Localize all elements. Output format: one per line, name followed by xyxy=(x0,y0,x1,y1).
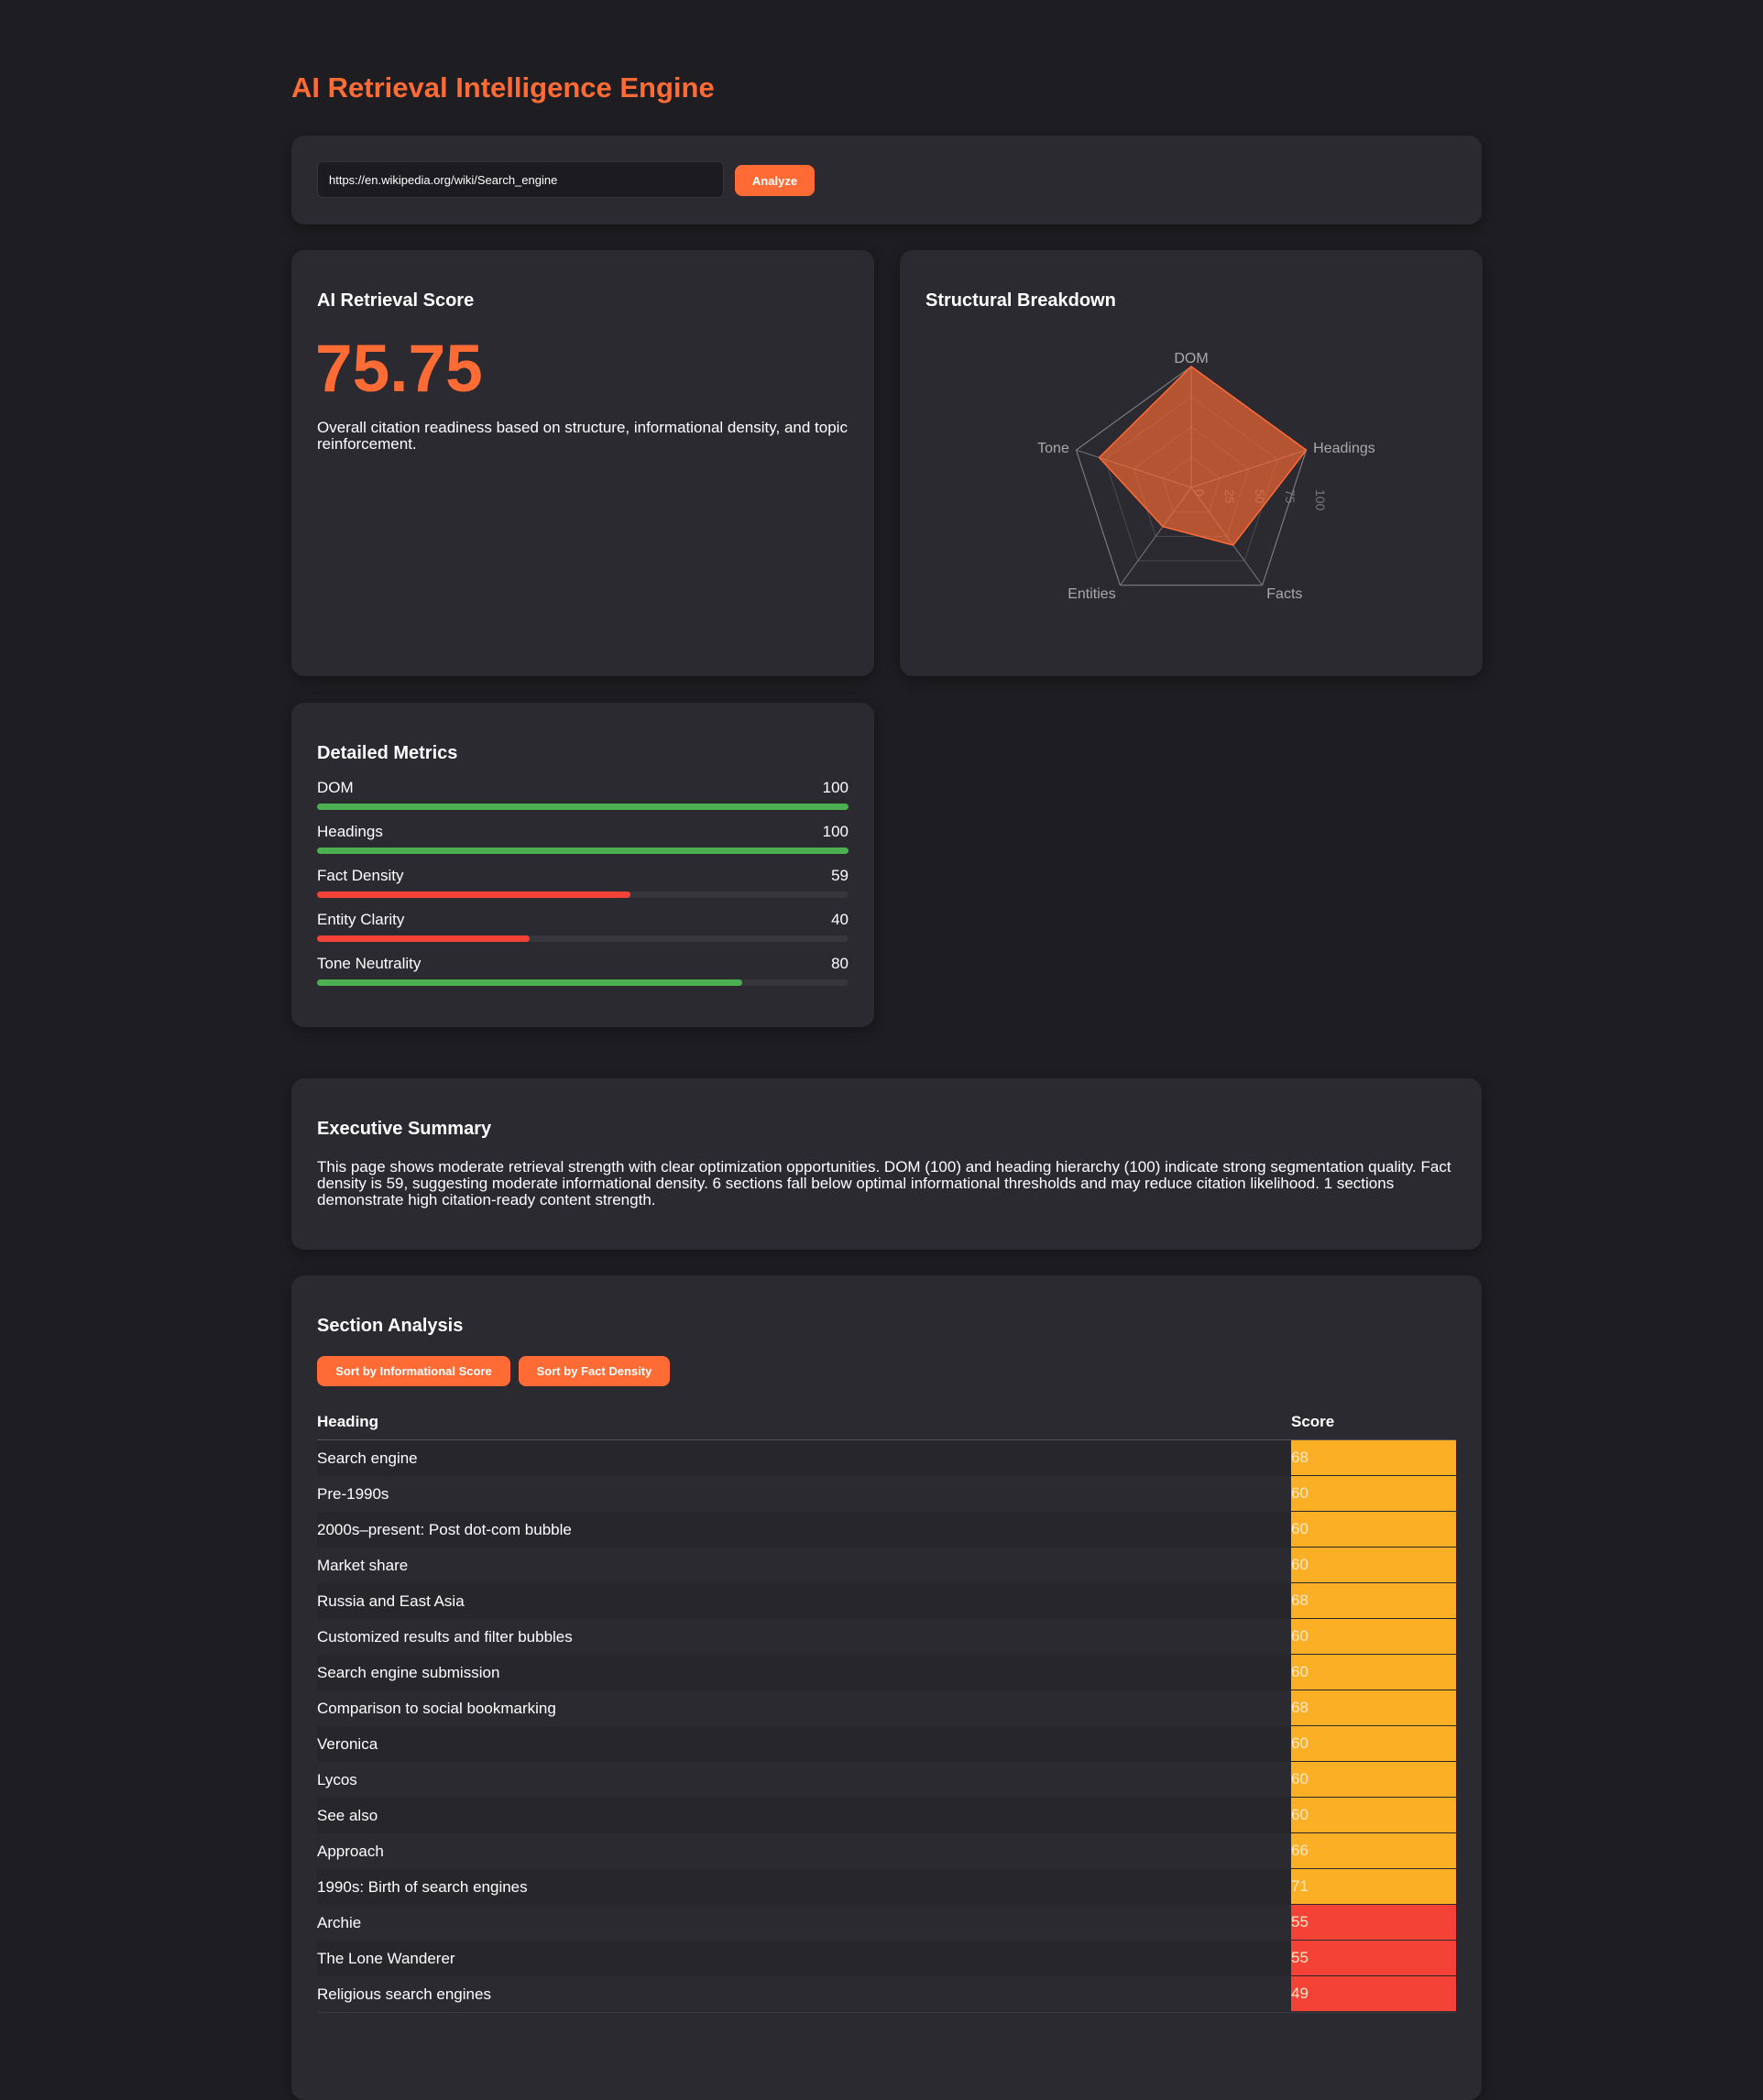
card-title: Detailed Metrics xyxy=(317,743,458,763)
radar-axis-label: Tone xyxy=(1037,441,1069,456)
input-card: https://en.wikipedia.org/wiki/Search_eng… xyxy=(291,136,1482,224)
radar-axis-label: Entities xyxy=(1068,586,1115,602)
table-header: Heading Score xyxy=(317,1404,1456,1440)
table-row: 2000s–present: Post dot-com bubble 60 xyxy=(317,1512,1456,1548)
sort-button[interactable]: Sort by Informational Score xyxy=(317,1356,510,1386)
radar-tick-label: 100 xyxy=(1313,489,1328,511)
section-score: 60 xyxy=(1291,1476,1456,1511)
table-row: Pre-1990s 60 xyxy=(317,1476,1456,1513)
metric-value: 40 xyxy=(831,911,849,928)
section-score: 68 xyxy=(1291,1583,1456,1618)
radar-axis-label: Headings xyxy=(1313,441,1375,456)
section-heading: Lycos xyxy=(317,1771,357,1788)
metric-value: 100 xyxy=(822,779,849,796)
card-title: Executive Summary xyxy=(317,1119,492,1139)
table-row: Archie 55 xyxy=(317,1905,1456,1941)
section-score: 71 xyxy=(1291,1869,1456,1904)
section-heading: 1990s: Birth of search engines xyxy=(317,1878,528,1896)
metric-value: 59 xyxy=(831,867,849,884)
radar-axis-label: Facts xyxy=(1266,586,1302,602)
radar-chart: 0255075100DOMHeadingsFactsEntitiesTone xyxy=(1037,351,1375,602)
table-row: 1990s: Birth of search engines 71 xyxy=(317,1869,1456,1906)
section-heading: Market share xyxy=(317,1557,409,1574)
section-heading: Search engine submission xyxy=(317,1664,500,1681)
analyze-button[interactable]: Analyze xyxy=(735,165,815,196)
section-score: 60 xyxy=(1291,1726,1456,1761)
section-score: 68 xyxy=(1291,1440,1456,1475)
table-row: Religious search engines 49 xyxy=(317,1976,1456,2013)
table-row: Lycos 60 xyxy=(317,1762,1456,1799)
section-heading: Comparison to social bookmarking xyxy=(317,1700,556,1717)
metric-label: DOM xyxy=(317,779,354,796)
section-score: 60 xyxy=(1291,1512,1456,1547)
table-row: Approach 66 xyxy=(317,1833,1456,1870)
radar-axis-label: DOM xyxy=(1174,351,1208,366)
card-title: Structural Breakdown xyxy=(925,290,1116,311)
section-heading: See also xyxy=(317,1807,378,1824)
table-row: Comparison to social bookmarking 68 xyxy=(317,1690,1456,1727)
section-score: 68 xyxy=(1291,1690,1456,1725)
section-heading: 2000s–present: Post dot-com bubble xyxy=(317,1521,572,1538)
page: AI Retrieval Intelligence Engine https:/… xyxy=(291,71,1483,2100)
table-row: Customized results and filter bubbles 60 xyxy=(317,1619,1456,1656)
section-score: 60 xyxy=(1291,1798,1456,1832)
section-score: 49 xyxy=(1291,1976,1456,2011)
section-score: 55 xyxy=(1291,1905,1456,1940)
summary-card: Executive Summary This page shows modera… xyxy=(291,1078,1482,1250)
metric-bar xyxy=(317,804,849,810)
section-heading: Veronica xyxy=(317,1735,378,1753)
card-title: AI Retrieval Score xyxy=(317,290,475,311)
section-score: 60 xyxy=(1291,1619,1456,1654)
score-value: 75.75 xyxy=(315,332,483,406)
metric-label: Headings xyxy=(317,823,383,840)
card-title: Section Analysis xyxy=(317,1316,464,1336)
column-header: Heading xyxy=(317,1413,379,1430)
app-title: AI Retrieval Intelligence Engine xyxy=(291,71,715,104)
metric-label: Tone Neutrality xyxy=(317,955,422,972)
metric-bar xyxy=(317,935,530,942)
section-score: 66 xyxy=(1291,1833,1456,1868)
section-heading: Archie xyxy=(317,1914,362,1931)
score-card: AI Retrieval Score 75.75 Overall citatio… xyxy=(291,250,874,676)
table-row: Russia and East Asia 68 xyxy=(317,1583,1456,1620)
radar-area xyxy=(1098,366,1308,546)
metric-bar xyxy=(317,848,849,854)
table-row: Veronica 60 xyxy=(317,1726,1456,1763)
section-score: 60 xyxy=(1291,1548,1456,1582)
table-row: Search engine 68 xyxy=(317,1440,1456,1477)
section-heading: Approach xyxy=(317,1843,384,1860)
section-heading: Pre-1990s xyxy=(317,1485,389,1503)
metric-value: 80 xyxy=(831,955,849,972)
table-row: Market share 60 xyxy=(317,1548,1456,1584)
table-row: Search engine submission 60 xyxy=(317,1655,1456,1691)
sections-card: Section Analysis Sort by Informational S… xyxy=(291,1275,1482,2100)
radar-card: Structural Breakdown 0255075100DOMHeadin… xyxy=(900,250,1483,676)
section-heading: The Lone Wanderer xyxy=(317,1950,455,1967)
section-heading: Religious search engines xyxy=(317,1985,491,2003)
section-score: 60 xyxy=(1291,1762,1456,1797)
radar-tick-label: 75 xyxy=(1283,489,1298,504)
table-row: The Lone Wanderer 55 xyxy=(317,1941,1456,1977)
metric-value: 100 xyxy=(822,823,849,840)
score-description: Overall citation readiness based on stru… xyxy=(317,419,848,453)
metric-label: Fact Density xyxy=(317,867,404,884)
section-score: 55 xyxy=(1291,1941,1456,1975)
metric-label: Entity Clarity xyxy=(317,911,405,928)
metrics-card: Detailed Metrics DOM 100 Headings 100 Fact D… xyxy=(291,703,874,1027)
section-heading: Russia and East Asia xyxy=(317,1592,465,1610)
summary-text: This page shows moderate retrieval stren… xyxy=(317,1158,1451,1209)
section-heading: Search engine xyxy=(317,1449,418,1467)
metric-track xyxy=(317,935,849,942)
column-header: Score xyxy=(1291,1413,1335,1430)
table-row: See also 60 xyxy=(317,1798,1456,1834)
url-input[interactable]: https://en.wikipedia.org/wiki/Search_eng… xyxy=(317,161,724,198)
sort-button[interactable]: Sort by Fact Density xyxy=(519,1356,670,1386)
section-score: 60 xyxy=(1291,1655,1456,1690)
section-heading: Customized results and filter bubbles xyxy=(317,1628,573,1646)
metric-bar xyxy=(317,979,742,986)
metric-bar xyxy=(317,891,631,898)
